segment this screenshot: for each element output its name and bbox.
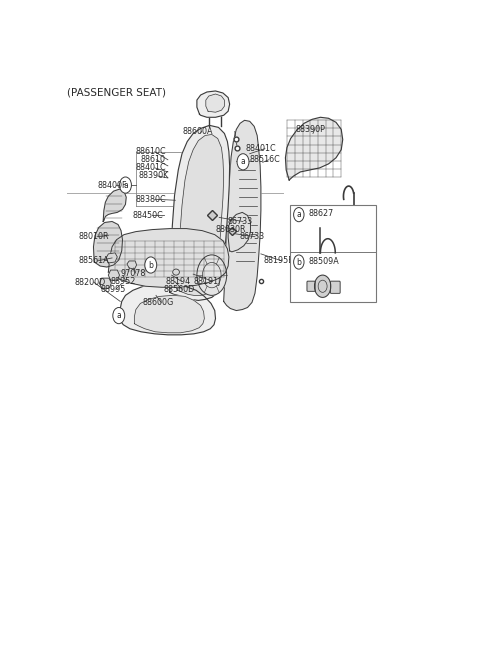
Polygon shape xyxy=(197,91,229,118)
Polygon shape xyxy=(106,253,117,263)
Text: 88995: 88995 xyxy=(100,284,126,294)
Text: 88560D: 88560D xyxy=(163,284,195,294)
Polygon shape xyxy=(134,296,204,333)
Circle shape xyxy=(314,275,331,298)
Text: 86733: 86733 xyxy=(240,232,264,241)
Polygon shape xyxy=(108,229,229,287)
Circle shape xyxy=(237,154,249,170)
Polygon shape xyxy=(286,118,343,180)
Text: 88509A: 88509A xyxy=(309,256,339,265)
Circle shape xyxy=(113,307,125,324)
Text: b: b xyxy=(296,258,301,267)
Circle shape xyxy=(294,255,304,269)
Circle shape xyxy=(197,255,227,296)
Text: a: a xyxy=(297,210,301,219)
Text: 88610: 88610 xyxy=(140,155,165,164)
FancyBboxPatch shape xyxy=(290,205,376,302)
Text: 88030R: 88030R xyxy=(216,225,246,234)
Text: 88200D: 88200D xyxy=(75,278,106,286)
Text: 88600A: 88600A xyxy=(183,127,213,136)
Text: 88401C: 88401C xyxy=(246,144,276,153)
Polygon shape xyxy=(94,221,122,267)
Polygon shape xyxy=(120,284,216,335)
Polygon shape xyxy=(224,120,261,311)
Text: a: a xyxy=(123,181,128,190)
Text: (PASSENGER SEAT): (PASSENGER SEAT) xyxy=(67,88,167,98)
Text: 88952: 88952 xyxy=(110,277,136,286)
Text: 88400F: 88400F xyxy=(97,181,127,190)
Text: 88380C: 88380C xyxy=(136,194,167,204)
Text: b: b xyxy=(148,261,153,269)
Text: 88010R: 88010R xyxy=(79,232,109,241)
Polygon shape xyxy=(206,94,225,112)
Text: 88516C: 88516C xyxy=(250,155,280,164)
Polygon shape xyxy=(178,135,224,296)
Polygon shape xyxy=(108,270,120,280)
Text: 88401C: 88401C xyxy=(136,164,167,172)
Text: 88390P: 88390P xyxy=(296,125,326,134)
Text: 86733: 86733 xyxy=(228,217,252,226)
Text: 88195B: 88195B xyxy=(263,256,294,265)
FancyBboxPatch shape xyxy=(307,281,315,291)
Text: 88450C: 88450C xyxy=(133,211,164,220)
Text: 88194: 88194 xyxy=(166,277,191,286)
Circle shape xyxy=(145,257,156,273)
Text: a: a xyxy=(117,311,121,320)
Text: 88610C: 88610C xyxy=(136,147,167,156)
Text: 88561A: 88561A xyxy=(79,256,109,265)
Ellipse shape xyxy=(173,269,180,275)
Text: 88627: 88627 xyxy=(309,209,334,218)
Text: 88390K: 88390K xyxy=(139,171,169,181)
Polygon shape xyxy=(99,278,111,288)
Text: 88600G: 88600G xyxy=(143,298,174,307)
FancyBboxPatch shape xyxy=(330,281,340,293)
Text: 88191J: 88191J xyxy=(194,277,221,286)
Text: 97078: 97078 xyxy=(120,269,145,278)
Polygon shape xyxy=(228,212,251,252)
Circle shape xyxy=(294,208,304,221)
Polygon shape xyxy=(170,125,229,300)
Polygon shape xyxy=(127,261,137,269)
Circle shape xyxy=(120,177,132,193)
Text: a: a xyxy=(240,157,245,166)
Polygon shape xyxy=(103,189,126,221)
